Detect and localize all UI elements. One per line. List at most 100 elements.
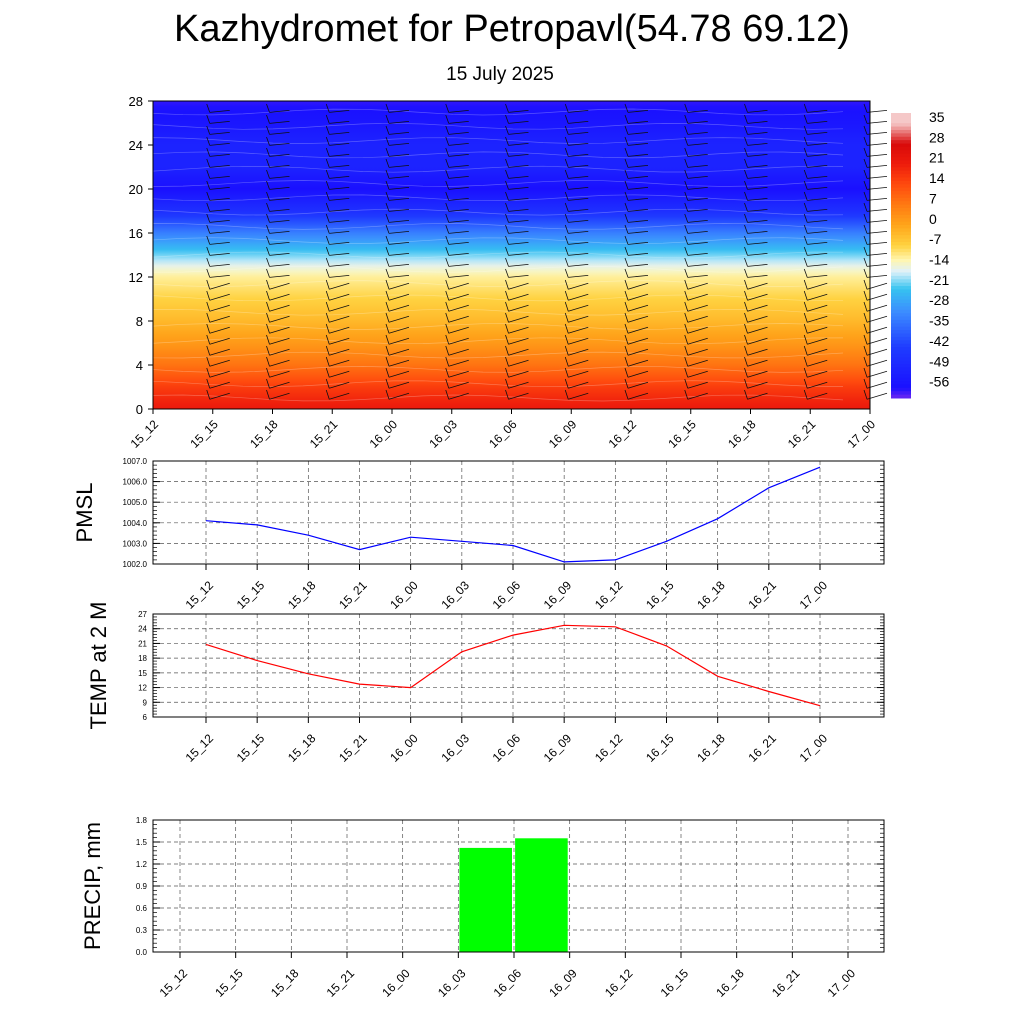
wind-barb — [505, 125, 529, 135]
wind-barb — [684, 114, 708, 124]
colorbar-swatch — [891, 292, 911, 297]
wind-barb — [505, 312, 529, 323]
colorbar-label: 28 — [929, 129, 945, 145]
wind-barb — [564, 180, 589, 190]
wind-barb — [803, 224, 828, 234]
y-tick-label: 28 — [129, 94, 143, 109]
x-tick-label: 16_00 — [367, 417, 401, 451]
colorbar-swatch — [891, 113, 911, 117]
wind-barb — [564, 268, 589, 278]
x-tick-label: 17_00 — [845, 417, 879, 451]
precip-bar — [459, 847, 512, 952]
colorbar-swatch — [891, 326, 911, 331]
wind-barb — [266, 147, 290, 157]
isotherm-contour — [152, 223, 844, 230]
wind-barb — [266, 125, 290, 135]
wind-barb — [325, 268, 350, 278]
colorbar-swatch — [891, 231, 911, 236]
colorbar-swatch — [891, 262, 911, 267]
wind-barb — [445, 279, 469, 290]
colorbar-swatch — [891, 272, 911, 277]
wind-barb — [624, 290, 649, 301]
wind-barb — [325, 158, 350, 168]
wind-barb — [624, 191, 649, 201]
y-tick-label: 1004.0 — [123, 519, 148, 528]
wind-barb — [624, 103, 649, 113]
wind-barb — [266, 378, 290, 389]
x-tick-label: 15_18 — [285, 578, 319, 612]
wind-barb — [325, 356, 350, 367]
wind-barb — [206, 158, 230, 168]
wind-barb — [564, 235, 589, 245]
wind-barb — [266, 356, 290, 367]
chart-subtitle: 15 July 2025 — [446, 64, 554, 85]
wind-barb — [505, 334, 529, 345]
wind-barb — [684, 334, 708, 345]
colorbar-swatch — [891, 330, 911, 335]
x-tick-label: 15_12 — [183, 578, 217, 612]
wind-barb — [266, 224, 290, 234]
wind-barb — [385, 268, 410, 278]
y-tick-label: 4 — [136, 358, 143, 373]
wind-barb — [744, 103, 768, 113]
wind-barb — [206, 290, 230, 301]
y-tick-label: 1.8 — [136, 816, 148, 825]
wind-barb — [564, 356, 589, 367]
colorbar-swatch — [891, 119, 911, 124]
wind-barb — [445, 334, 469, 345]
wind-barb — [505, 158, 529, 168]
y-tick-label: 20 — [129, 182, 143, 197]
wind-barb — [744, 268, 768, 278]
wind-barb — [445, 356, 469, 367]
wind-barb — [803, 246, 828, 256]
wind-barb — [803, 114, 828, 124]
panel-frame — [152, 460, 885, 565]
wind-barb — [206, 323, 230, 334]
wind-barb — [744, 180, 768, 190]
colorbar-swatch — [891, 286, 911, 290]
wind-barb — [803, 301, 828, 312]
wind-barb — [505, 136, 529, 146]
colorbar-label: -42 — [929, 333, 949, 349]
wind-barb — [325, 147, 350, 157]
wind-barb — [266, 103, 290, 113]
y-tick-label: 1007.0 — [123, 457, 148, 466]
colorbar-swatch — [891, 126, 911, 131]
wind-barb — [624, 279, 649, 290]
wind-barb — [624, 389, 649, 400]
wind-barb — [505, 246, 529, 256]
x-tick-label: 15_15 — [212, 966, 246, 1000]
colorbar-swatch — [891, 289, 911, 294]
colorbar-swatch — [891, 364, 911, 368]
wind-barb — [624, 180, 649, 190]
colorbar-swatch — [891, 394, 911, 399]
wind-barb — [803, 158, 828, 168]
wind-barb — [206, 389, 230, 400]
wind-barb — [803, 334, 828, 345]
wind-barb — [684, 213, 708, 223]
wind-barb — [325, 246, 350, 256]
x-tick-label: 16_06 — [486, 417, 520, 451]
wind-barb — [684, 125, 708, 135]
wind-barb — [684, 191, 708, 201]
colorbar-label: 35 — [929, 109, 945, 125]
wind-barb — [266, 334, 290, 345]
wind-barb — [505, 389, 529, 400]
wind-barb — [385, 180, 410, 190]
wind-barb — [505, 290, 529, 301]
wind-barb — [325, 389, 350, 400]
wind-barb — [385, 147, 410, 157]
colorbar-swatch — [891, 157, 911, 161]
isotherm-contour — [152, 237, 844, 245]
wind-barb — [744, 345, 768, 356]
x-tick-label: 16_03 — [435, 966, 469, 1000]
wind-barb — [803, 356, 828, 367]
wind-barb — [325, 191, 350, 201]
wind-barb — [445, 103, 469, 113]
wind-barb — [325, 213, 350, 223]
x-tick-label: 16_09 — [541, 731, 575, 765]
colorbar-swatch — [891, 370, 911, 375]
wind-barb — [803, 180, 828, 190]
wind-barb — [505, 356, 529, 367]
wind-barb — [803, 378, 828, 389]
